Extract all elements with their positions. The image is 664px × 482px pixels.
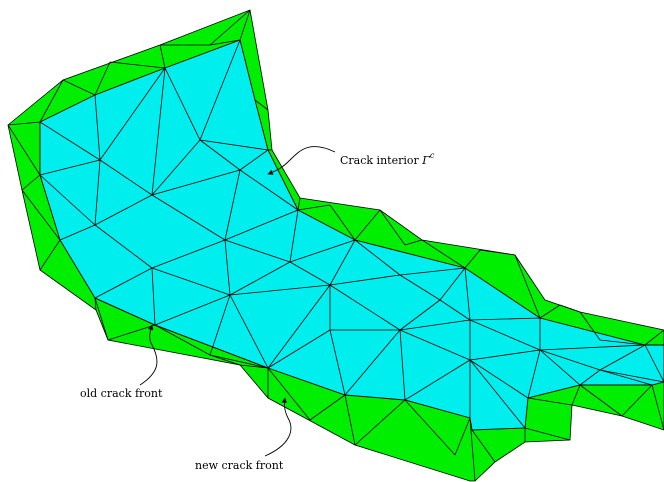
old-front-label: old crack front [80, 387, 163, 400]
interior-label: Crack interior Γc [340, 151, 435, 167]
band-mesh [7, 9, 664, 482]
interior-pointer [267, 146, 336, 175]
old-front-pointer [139, 324, 158, 386]
interior-text: Crack interior [340, 154, 419, 167]
new-front-pointer [264, 397, 292, 457]
new-front-label: new crack front [195, 459, 284, 472]
interior-symbol: Γ [421, 154, 430, 167]
interior-mesh [39, 39, 664, 429]
interior-superscript: c [430, 151, 435, 160]
